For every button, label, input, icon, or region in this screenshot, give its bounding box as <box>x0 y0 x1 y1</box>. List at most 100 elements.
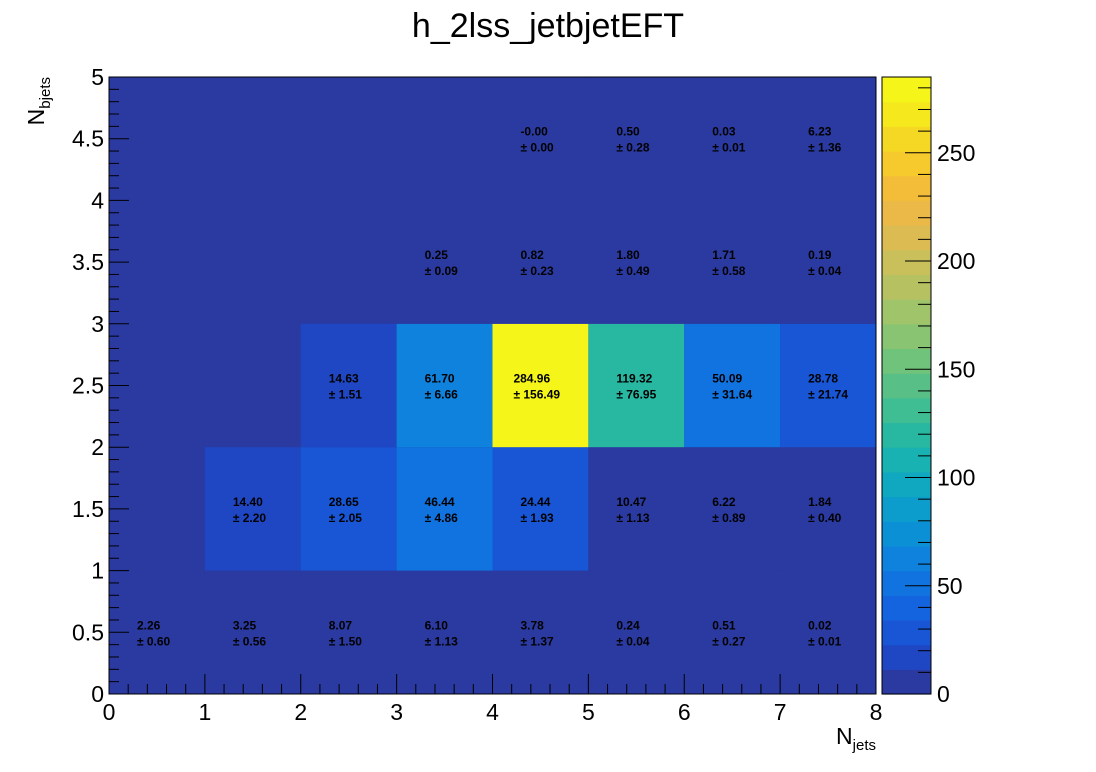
colorbar-segment <box>882 644 931 670</box>
cell-value-label: 1.80 <box>616 248 640 262</box>
cell-value-label: 0.50 <box>616 125 640 139</box>
cell-value-label: 6.22 <box>712 495 736 509</box>
x-axis-ticks <box>108 674 877 694</box>
heatmap-cell <box>684 323 781 448</box>
heatmap-cell <box>492 200 589 324</box>
cell-error-label: ± 1.13 <box>425 634 459 648</box>
cell-error-label: ± 2.05 <box>329 511 363 525</box>
heatmap-cell <box>588 200 685 324</box>
heatmap-cell <box>204 570 301 694</box>
cell-value-label: 119.32 <box>616 372 652 386</box>
cell-error-label: ± 0.04 <box>808 264 842 278</box>
colorbar-segment <box>882 323 931 350</box>
heatmap-cell <box>780 323 876 448</box>
cell-error-label: ± 0.49 <box>616 264 650 278</box>
y-axis-label-base: N <box>23 109 49 126</box>
cell-error-label: ± 1.13 <box>616 511 650 525</box>
cell-error-label: ± 76.95 <box>616 388 656 402</box>
colorbar-segment <box>882 570 931 596</box>
cell-error-label: ± 21.74 <box>808 388 848 402</box>
cell-error-label: ± 0.01 <box>808 634 842 648</box>
cell-value-label: 2.26 <box>137 618 161 632</box>
heatmap-cell <box>492 447 589 571</box>
cell-value-label: 0.25 <box>425 248 449 262</box>
colorbar-segment <box>882 397 931 424</box>
y-tick-label: 1 <box>91 558 104 584</box>
cell-error-label: ± 1.37 <box>520 634 554 648</box>
heatmap-cell <box>684 77 781 201</box>
cell-error-label: ± 1.93 <box>520 511 554 525</box>
heatmap-cell <box>396 447 493 571</box>
colorbar-tick-label: 150 <box>937 356 975 382</box>
y-tick-label: 0.5 <box>72 619 104 645</box>
heatmap-cell <box>396 200 493 324</box>
colorbar-segment <box>882 422 931 448</box>
cell-error-label: ± 0.40 <box>808 511 842 525</box>
heatmap-cell <box>396 570 493 694</box>
cell-value-label: 50.09 <box>712 372 742 386</box>
cell-error-label: ± 1.50 <box>329 634 363 648</box>
colorbar-segment <box>882 151 931 177</box>
cell-error-label: ± 0.27 <box>712 634 746 648</box>
colorbar-tick-label: 250 <box>937 140 975 166</box>
y-tick-label: 1.5 <box>72 496 104 522</box>
cell-value-label: 6.23 <box>808 125 832 139</box>
y-tick-label: 5 <box>91 64 104 90</box>
heatmap-cell <box>588 77 685 201</box>
heatmap-cell <box>492 77 589 201</box>
colorbar-segment <box>882 299 931 325</box>
colorbar-segment <box>882 447 931 473</box>
heatmap-cell <box>396 323 493 448</box>
cell-value-label: 8.07 <box>329 618 353 632</box>
colorbar-segment <box>882 77 931 103</box>
cell-value-label: 10.47 <box>616 495 646 509</box>
y-axis-label-sub: bjets <box>37 77 54 109</box>
cell-error-label: ± 0.09 <box>425 264 459 278</box>
colorbar-segment <box>882 126 931 152</box>
cell-error-label: ± 6.66 <box>425 388 459 402</box>
cell-value-label: 24.44 <box>520 495 550 509</box>
colorbar-segment <box>882 274 931 300</box>
heatmap-cell <box>588 570 685 694</box>
heatmap-cell <box>780 200 876 324</box>
x-tick-label: 7 <box>774 699 787 725</box>
x-tick-label: 5 <box>582 699 595 725</box>
y-axis-label: Nbjets <box>23 77 54 125</box>
y-axis-tick-labels: 0 0.5 1 1.5 2 2.5 3 3.5 4 4.5 5 <box>72 64 104 707</box>
colorbar-tick-label: 0 <box>937 681 950 707</box>
cell-value-label: 14.63 <box>329 372 359 386</box>
cell-error-label: ± 31.64 <box>712 388 752 402</box>
colorbar-segment <box>882 249 931 276</box>
y-tick-label: 0 <box>91 681 104 707</box>
cell-value-label: 46.44 <box>425 495 455 509</box>
cell-error-label: ± 0.23 <box>520 264 554 278</box>
cell-error-label: ± 2.20 <box>233 511 267 525</box>
cell-error-label: ± 0.58 <box>712 264 746 278</box>
colorbar-segment <box>882 471 931 498</box>
cell-value-label: -0.00 <box>520 125 548 139</box>
cell-error-label: ± 1.36 <box>808 141 842 155</box>
heatmap-cell <box>780 77 876 201</box>
x-tick-label: 2 <box>294 699 307 725</box>
heatmap-cell <box>204 447 301 571</box>
colorbar-segment <box>882 595 931 621</box>
x-tick-label: 8 <box>870 699 883 725</box>
colorbar-tick-label: 50 <box>937 573 963 599</box>
heatmap-cell <box>588 447 685 571</box>
x-tick-label: 6 <box>678 699 691 725</box>
heatmap-cell <box>300 570 397 694</box>
y-tick-label: 2 <box>91 434 104 460</box>
y-tick-label: 3.5 <box>72 249 104 275</box>
colorbar-segment <box>882 101 931 127</box>
x-axis-tick-labels: 0 1 2 3 4 5 6 7 8 <box>103 699 883 725</box>
colorbar-tick-label: 200 <box>937 248 975 274</box>
cell-labels: 2.26 ± 0.60 3.25 ± 0.56 8.07 ± 1.50 6.10 ± 1.13… <box>137 125 848 649</box>
y-tick-label: 4.5 <box>72 126 104 152</box>
cell-value-label: 1.71 <box>712 248 736 262</box>
heatmap-cell <box>300 447 397 571</box>
colorbar <box>882 77 931 695</box>
x-axis-label-base: N <box>836 723 853 749</box>
heatmap-cell <box>780 570 876 694</box>
colorbar-tick-label: 100 <box>937 465 975 491</box>
